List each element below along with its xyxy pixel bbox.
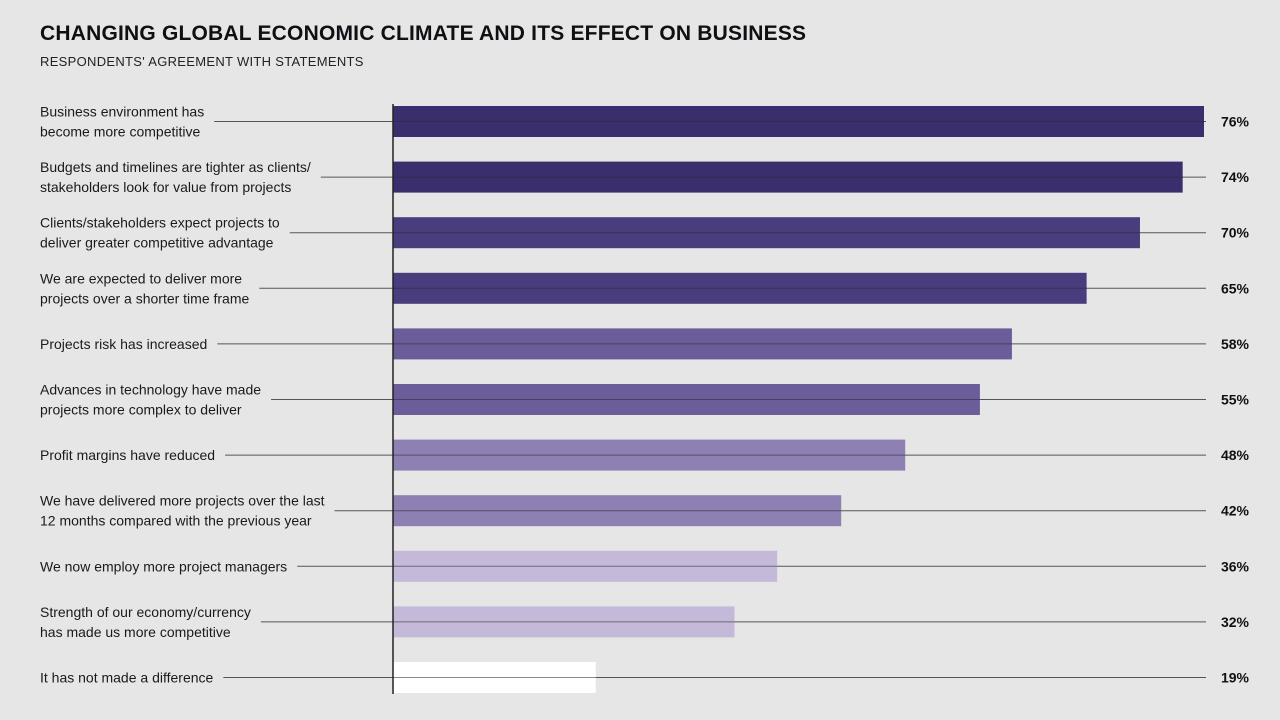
value-label: 76% (1221, 114, 1250, 130)
value-label: 58% (1221, 336, 1250, 352)
category-label: We are expected to deliver more projects … (40, 270, 250, 306)
category-label: Projects risk has increased (40, 336, 207, 352)
category-label: It has not made a difference (40, 670, 214, 686)
category-label: We have delivered more projects over the… (40, 493, 325, 529)
category-label: Clients/stakeholders expect projects to d… (40, 215, 280, 251)
category-label: Advances in technology have made projects… (40, 382, 261, 418)
value-label: 74% (1221, 169, 1250, 185)
category-label: Profit margins have reduced (40, 447, 215, 463)
value-label: 36% (1221, 558, 1250, 574)
value-label: 42% (1221, 503, 1250, 519)
value-label: 48% (1221, 447, 1250, 463)
value-label: 65% (1221, 280, 1250, 296)
chart-title: CHANGING GLOBAL ECONOMIC CLIMATE AND ITS… (40, 22, 807, 45)
category-label: Budgets and timelines are tighter as cli… (40, 159, 311, 195)
value-label: 19% (1221, 670, 1250, 686)
category-label: Strength of our economy/currency has made… (40, 604, 251, 640)
category-label: Business environment has become more comp… (40, 104, 204, 140)
value-label: 32% (1221, 614, 1250, 630)
value-label: 70% (1221, 225, 1250, 241)
chart-subtitle: RESPONDENTS' AGREEMENT WITH STATEMENTS (40, 54, 364, 69)
category-label: We now employ more project managers (40, 558, 287, 574)
value-label: 55% (1221, 392, 1250, 408)
